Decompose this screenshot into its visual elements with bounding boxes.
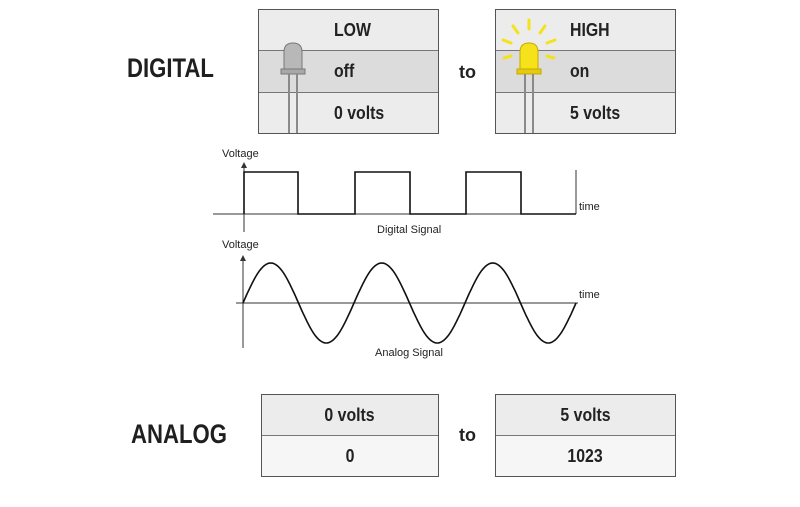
analog-right-box: 5 volts 1023 [495, 394, 676, 477]
analog-chart-xlabel: time [579, 289, 600, 301]
digital-low-status: off [334, 61, 355, 81]
digital-high-status: on [570, 61, 590, 81]
analog-signal-line [242, 262, 577, 344]
led-on-icon [501, 18, 557, 133]
digital-signal-line [243, 171, 576, 215]
analog-left-box: 0 volts 0 [261, 394, 439, 477]
analog-left-value: 0 [345, 445, 355, 466]
digital-high-state: HIGH [570, 19, 610, 40]
analog-left-voltage: 0 volts [324, 404, 376, 425]
digital-high-voltage: 5 volts [570, 102, 621, 123]
analog-chart-ylabel: Voltage [222, 239, 259, 251]
digital-label: DIGITAL [127, 53, 214, 83]
digital-chart-ylabel: Voltage [222, 148, 259, 160]
digital-to-label: to [459, 62, 476, 82]
led-rays-icon [501, 18, 557, 60]
analog-label: ANALOG [131, 419, 227, 449]
analog-to-label: to [459, 425, 476, 445]
analog-right-value-row: 1023 [496, 435, 675, 476]
digital-chart-xlabel: time [579, 201, 600, 213]
analog-y-arrow-icon [240, 255, 246, 261]
analog-chart-caption: Analog Signal [375, 347, 443, 359]
analog-left-voltage-row: 0 volts [262, 395, 438, 435]
digital-y-arrow-icon [241, 162, 247, 168]
led-off-icon [280, 42, 306, 133]
digital-low-state: LOW [334, 19, 371, 40]
digital-chart-caption: Digital Signal [377, 224, 442, 236]
analog-left-value-row: 0 [262, 435, 438, 476]
digital-low-voltage: 0 volts [334, 102, 385, 123]
digital-chart [213, 162, 577, 232]
analog-right-voltage-row: 5 volts [496, 395, 675, 435]
analog-chart [236, 255, 578, 348]
analog-right-value: 1023 [567, 445, 604, 466]
analog-right-voltage: 5 volts [560, 404, 611, 425]
